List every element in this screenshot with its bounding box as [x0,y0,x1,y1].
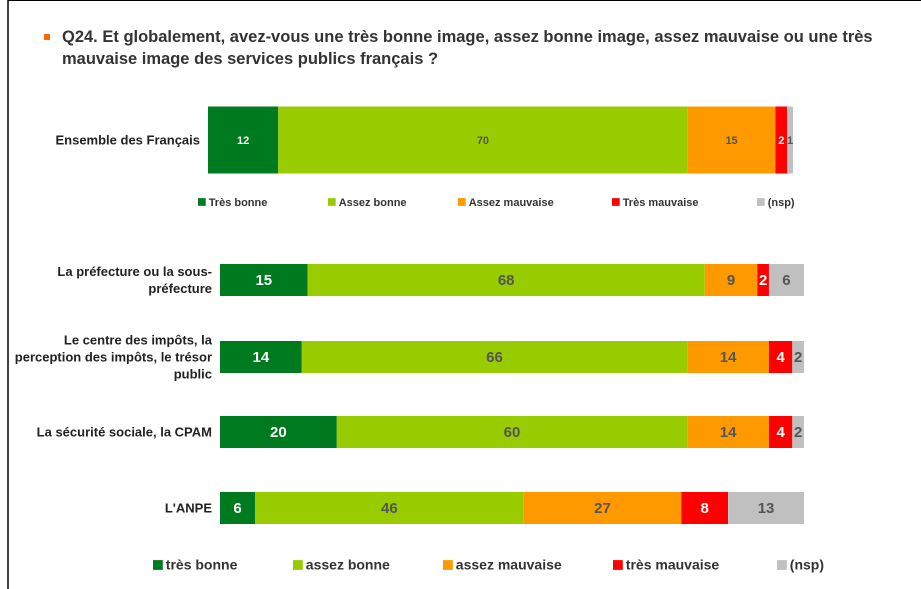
legend-swatch [777,560,787,570]
bar-segment [681,492,729,524]
bar-segment [792,341,804,373]
bar-segment [728,492,804,524]
category-label: Le centre des impôts, la perception des … [14,332,212,382]
bar-segment [255,492,524,524]
bar-segment [687,341,769,373]
bar-segment [220,341,302,373]
legend-label: assez bonne [306,557,390,573]
value-label: 8 [701,500,709,517]
legend-label: Très bonne [209,197,268,209]
value-label: 4 [776,424,785,441]
legend-label: Assez mauvaise [469,197,554,209]
value-label: 27 [594,500,611,517]
legend-label: assez mauvaise [456,557,562,573]
bar-segment [687,106,776,174]
category-label: La sécurité sociale, la CPAM [36,424,212,440]
value-label: 1 [787,135,793,147]
legend-swatch [443,560,453,570]
legend-swatch [458,198,466,206]
value-label: 60 [504,424,521,441]
bar-segment [220,264,308,296]
value-label: 20 [270,424,287,441]
value-label: 15 [255,272,272,289]
value-label: 2 [759,272,767,289]
bar-segment [792,416,804,448]
bar-segment [768,341,793,373]
value-label: 14 [720,349,737,366]
value-label: 15 [725,135,737,147]
category-label: La préfecture ou la sous-préfecture [57,264,212,296]
legend-swatch [757,198,765,206]
value-label: 6 [233,500,241,517]
value-label: 68 [498,272,515,289]
value-label: 14 [720,424,737,441]
bar-segment [768,264,804,296]
category-label: Ensemble des Français [55,132,200,148]
bar-segment [301,341,688,373]
bar-segment [787,106,793,174]
value-label: 4 [776,349,785,366]
bar-segment [208,106,279,174]
legend-label: Assez bonne [339,197,407,209]
title: Q24. Et globalement, avez-vous une très … [62,28,873,68]
bar-segment [704,264,758,296]
legend-swatch [198,198,206,206]
value-label: 66 [486,349,503,366]
bullet [44,34,50,40]
bar-segment [278,106,688,174]
value-label: 46 [381,500,398,517]
legend-label: (nsp) [768,197,795,209]
bar-segment [687,416,769,448]
value-label: 70 [477,135,489,147]
value-label: 6 [782,272,790,289]
legend-swatch [328,198,336,206]
value-label: 9 [727,272,735,289]
bar-segment [768,416,793,448]
value-label: 12 [237,135,249,147]
legend-swatch [613,560,623,570]
bar-segment [220,416,337,448]
legend-label: très bonne [166,557,238,573]
bar-segment [336,416,688,448]
bar-segment [220,492,256,524]
value-label: 13 [758,500,775,517]
legend-label: (nsp) [790,557,824,573]
legend-swatch [612,198,620,206]
legend-swatch [293,560,303,570]
bar-segment [523,492,682,524]
legend-label: très mauvaise [626,557,720,573]
category-label: L'ANPE [164,500,212,516]
value-label: 2 [794,349,802,366]
legend-swatch [153,560,163,570]
bar-segment [775,106,788,174]
value-label: 14 [253,349,270,366]
legend-label: Très mauvaise [623,197,699,209]
value-label: 2 [794,424,802,441]
value-label: 2 [778,135,784,147]
bar-segment [307,264,705,296]
bar-segment [757,264,769,296]
